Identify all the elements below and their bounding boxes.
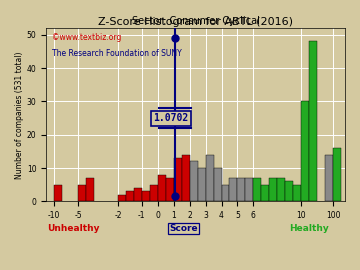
Bar [174,158,182,201]
Bar [198,168,206,201]
Text: The Research Foundation of SUNY: The Research Foundation of SUNY [52,49,182,58]
Text: 1.0702: 1.0702 [153,113,189,123]
Bar [238,178,246,201]
Bar [221,185,229,201]
Text: ©www.textbiz.org: ©www.textbiz.org [52,33,122,42]
Text: Score: Score [169,224,198,233]
Text: Healthy: Healthy [289,224,329,233]
Bar [150,185,158,201]
Bar [166,178,174,201]
Bar [134,188,142,201]
Bar [246,178,253,201]
Bar [78,185,86,201]
Bar [293,185,301,201]
Text: Sector: Consumer Cyclical: Sector: Consumer Cyclical [132,15,260,26]
Bar [277,178,285,201]
Bar [285,181,293,201]
Bar [118,195,126,201]
Bar [126,191,134,201]
Bar [142,191,150,201]
Bar [213,168,221,201]
Bar [190,161,198,201]
Bar [54,185,62,201]
Bar [309,42,317,201]
Bar [301,102,309,201]
Bar [182,155,190,201]
Bar [261,185,269,201]
Bar [158,175,166,201]
Bar [269,178,277,201]
Text: Unhealthy: Unhealthy [47,224,99,233]
Bar [253,178,261,201]
Bar [229,178,238,201]
Bar [206,155,213,201]
Title: Z-Score Histogram for ABTL (2016): Z-Score Histogram for ABTL (2016) [98,17,293,27]
Bar [333,148,341,201]
Bar [86,178,94,201]
Y-axis label: Number of companies (531 total): Number of companies (531 total) [15,51,24,178]
Bar [325,155,333,201]
